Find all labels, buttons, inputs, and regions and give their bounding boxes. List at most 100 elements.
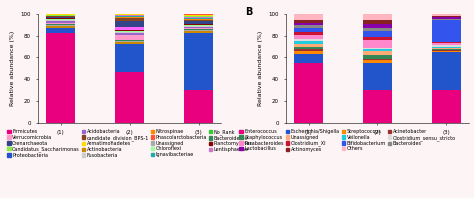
Bar: [184, 14, 213, 15]
Bar: [184, 17, 213, 18]
Bar: [432, 20, 461, 42]
Bar: [294, 49, 323, 51]
Bar: [363, 63, 392, 90]
Bar: [363, 31, 392, 37]
Bar: [432, 49, 461, 50]
Bar: [432, 48, 461, 49]
Bar: [115, 18, 144, 21]
Bar: [184, 30, 213, 31]
Bar: [432, 52, 461, 90]
Bar: [115, 33, 144, 34]
Bar: [363, 28, 392, 31]
Bar: [184, 31, 213, 33]
Bar: [46, 18, 75, 19]
Y-axis label: Relative abundance (%): Relative abundance (%): [258, 31, 263, 106]
Bar: [294, 28, 323, 32]
Bar: [363, 55, 392, 59]
Bar: [184, 29, 213, 30]
Bar: [115, 31, 144, 32]
Bar: [432, 19, 461, 20]
Bar: [115, 42, 144, 44]
Bar: [46, 14, 75, 15]
Bar: [294, 51, 323, 54]
Bar: [432, 17, 461, 19]
Bar: [115, 34, 144, 40]
Bar: [115, 71, 144, 123]
Bar: [184, 18, 213, 19]
Bar: [294, 23, 323, 25]
Bar: [184, 19, 213, 20]
Bar: [46, 19, 75, 20]
Bar: [294, 20, 323, 23]
Bar: [115, 17, 144, 18]
Bar: [115, 41, 144, 42]
Bar: [46, 17, 75, 18]
Legend: Enterococcus, Staphylococcus, Parabacteroides, Lactobacillus, Escherichia/Shigel: Enterococcus, Staphylococcus, Parabacter…: [239, 129, 456, 152]
Bar: [184, 15, 213, 16]
Bar: [363, 37, 392, 40]
Bar: [46, 21, 75, 23]
Bar: [46, 16, 75, 17]
Bar: [46, 28, 75, 33]
Bar: [46, 25, 75, 26]
Bar: [363, 51, 392, 55]
Bar: [184, 26, 213, 27]
Bar: [184, 20, 213, 21]
Bar: [294, 54, 323, 63]
Bar: [184, 21, 213, 24]
Bar: [46, 33, 75, 123]
Bar: [294, 41, 323, 44]
Bar: [184, 90, 213, 123]
Bar: [46, 23, 75, 24]
Bar: [46, 26, 75, 28]
Bar: [115, 44, 144, 71]
Bar: [432, 47, 461, 48]
Bar: [432, 45, 461, 47]
Bar: [294, 14, 323, 20]
Bar: [294, 32, 323, 34]
Bar: [184, 28, 213, 29]
Bar: [46, 20, 75, 21]
Bar: [363, 20, 392, 24]
Bar: [432, 16, 461, 17]
Bar: [184, 27, 213, 28]
Bar: [184, 16, 213, 17]
Bar: [46, 15, 75, 16]
Bar: [363, 40, 392, 48]
Y-axis label: Relative abundance (%): Relative abundance (%): [10, 31, 15, 106]
Bar: [363, 24, 392, 28]
Bar: [363, 90, 392, 123]
Bar: [432, 14, 461, 16]
Bar: [294, 44, 323, 47]
Bar: [115, 32, 144, 33]
Bar: [115, 16, 144, 17]
Bar: [115, 15, 144, 16]
Bar: [184, 25, 213, 26]
Bar: [363, 60, 392, 63]
Bar: [115, 27, 144, 30]
Bar: [363, 48, 392, 49]
Bar: [294, 47, 323, 49]
Bar: [363, 14, 392, 20]
Bar: [432, 51, 461, 52]
Bar: [115, 30, 144, 31]
Bar: [184, 33, 213, 90]
Bar: [294, 39, 323, 41]
Legend: Firmicutes, Verrucomicrobia, Crenarchaeota, Candidatus_Saccharimonas, Proteobact: Firmicutes, Verrucomicrobia, Crenarchaeo…: [7, 129, 253, 158]
Bar: [294, 25, 323, 28]
Bar: [115, 14, 144, 15]
Bar: [46, 24, 75, 25]
Bar: [184, 13, 213, 14]
Text: B: B: [246, 7, 253, 17]
Bar: [363, 58, 392, 60]
Bar: [294, 63, 323, 123]
Bar: [432, 42, 461, 43]
Bar: [432, 90, 461, 123]
Bar: [115, 21, 144, 27]
Bar: [363, 49, 392, 51]
Bar: [115, 40, 144, 41]
Bar: [432, 43, 461, 45]
Bar: [294, 34, 323, 39]
Bar: [184, 24, 213, 25]
Bar: [432, 50, 461, 51]
